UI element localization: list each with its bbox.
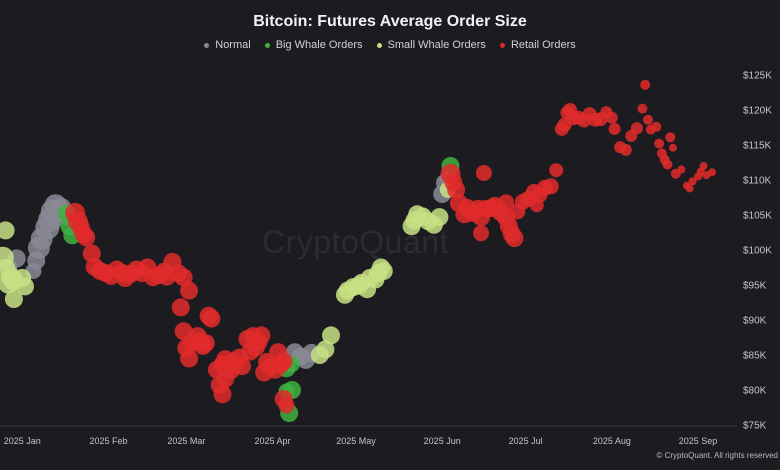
legend-item-normal[interactable]: Normal xyxy=(204,39,251,51)
data-point-retail-orders[interactable] xyxy=(637,103,648,114)
x-tick-label: 2025 Jun xyxy=(424,436,461,446)
legend: Normal Big Whale Orders Small Whale Orde… xyxy=(0,39,780,51)
data-point-retail-orders[interactable] xyxy=(180,349,199,368)
y-tick-label: $105K xyxy=(743,211,772,222)
data-point-retail-orders[interactable] xyxy=(640,79,651,90)
data-point-retail-orders[interactable] xyxy=(654,138,665,149)
data-point-retail-orders[interactable] xyxy=(542,178,559,195)
data-point-retail-orders[interactable] xyxy=(196,334,215,353)
x-tick-label: 2025 Mar xyxy=(167,436,205,446)
legend-item-big-whale[interactable]: Big Whale Orders xyxy=(264,39,363,51)
data-point-retail-orders[interactable] xyxy=(180,281,199,300)
y-tick-label: $110K xyxy=(743,176,772,187)
data-point-retail-orders[interactable] xyxy=(677,165,686,174)
y-tick-label: $125K xyxy=(743,71,772,82)
y-tick-label: $90K xyxy=(743,316,767,327)
data-point-retail-orders[interactable] xyxy=(688,177,697,186)
data-point-retail-orders[interactable] xyxy=(651,121,662,132)
x-tick-label: 2025 Aug xyxy=(593,436,631,446)
data-point-retail-orders[interactable] xyxy=(605,111,618,124)
footer-copyright: © CryptoQuant. All rights reserved xyxy=(656,451,779,460)
data-point-retail-orders[interactable] xyxy=(699,162,708,170)
x-tick-label: 2025 Apr xyxy=(255,436,291,446)
y-tick-label: $95K xyxy=(743,281,767,292)
legend-marker-normal xyxy=(204,42,210,48)
y-axis: $75K $80K $85K $90K $95K $100K $105K $110K $115K… xyxy=(743,71,772,432)
data-point-small-whale-orders[interactable] xyxy=(322,326,340,345)
legend-label-big-whale: Big Whale Orders xyxy=(275,39,363,51)
x-axis: 2025 Jan 2025 Feb 2025 Mar 2025 Apr 2025 May… xyxy=(0,425,737,446)
data-point-retail-orders[interactable] xyxy=(252,326,271,345)
data-point-small-whale-orders[interactable] xyxy=(374,262,393,280)
data-point-retail-orders[interactable] xyxy=(241,342,260,361)
data-point-retail-orders[interactable] xyxy=(269,343,288,362)
series-small-whale-orders xyxy=(0,181,456,364)
data-point-retail-orders[interactable] xyxy=(278,397,295,414)
data-point-retail-orders[interactable] xyxy=(669,143,677,152)
data-point-retail-orders[interactable] xyxy=(529,198,544,213)
legend-marker-big-whale xyxy=(264,42,270,48)
chart-title: Bitcoin: Futures Average Order Size xyxy=(253,13,527,30)
data-point-retail-orders[interactable] xyxy=(475,165,492,181)
data-point-retail-orders[interactable] xyxy=(498,194,515,211)
data-point-retail-orders[interactable] xyxy=(643,114,653,125)
legend-item-small-whale[interactable]: Small Whale Orders xyxy=(376,39,486,51)
data-point-retail-orders[interactable] xyxy=(473,225,490,242)
x-tick-label: 2025 Jan xyxy=(4,436,41,446)
data-point-retail-orders[interactable] xyxy=(171,298,190,317)
x-tick-label: 2025 May xyxy=(336,436,376,446)
points-layer xyxy=(0,79,716,423)
data-point-retail-orders[interactable] xyxy=(505,229,524,248)
data-point-retail-orders[interactable] xyxy=(202,309,221,328)
y-tick-label: $100K xyxy=(743,246,772,257)
series-big-whale-orders xyxy=(57,157,460,423)
data-point-small-whale-orders[interactable] xyxy=(316,340,335,359)
data-point-retail-orders[interactable] xyxy=(224,356,243,375)
data-point-small-whale-orders[interactable] xyxy=(4,290,23,308)
data-point-retail-orders[interactable] xyxy=(213,385,232,404)
data-point-retail-orders[interactable] xyxy=(662,159,673,170)
legend-marker-retail xyxy=(499,42,505,48)
legend-label-retail: Retail Orders xyxy=(510,39,576,51)
data-point-retail-orders[interactable] xyxy=(619,143,632,156)
data-point-retail-orders[interactable] xyxy=(549,163,564,178)
x-tick-label: 2025 Feb xyxy=(89,436,127,446)
legend-label-small-whale: Small Whale Orders xyxy=(387,39,486,51)
y-tick-label: $85K xyxy=(743,351,767,362)
data-point-retail-orders[interactable] xyxy=(77,228,96,247)
data-point-retail-orders[interactable] xyxy=(685,184,694,193)
legend-item-retail[interactable]: Retail Orders xyxy=(499,39,576,51)
y-tick-label: $120K xyxy=(743,106,772,117)
data-point-small-whale-orders[interactable] xyxy=(430,208,449,227)
series-retail-orders xyxy=(65,79,716,414)
data-point-small-whale-orders[interactable] xyxy=(0,221,15,240)
legend-marker-small-whale xyxy=(376,42,382,48)
data-point-retail-orders[interactable] xyxy=(630,122,643,135)
y-tick-label: $75K xyxy=(743,421,767,432)
watermark: CryptoQuant xyxy=(262,224,449,260)
data-point-small-whale-orders[interactable] xyxy=(16,277,34,296)
data-point-retail-orders[interactable] xyxy=(665,132,676,143)
data-point-retail-orders[interactable] xyxy=(708,168,716,177)
x-tick-label: 2025 Sep xyxy=(679,436,718,446)
y-tick-label: $115K xyxy=(743,141,772,152)
x-tick-label: 2025 Jul xyxy=(509,436,543,446)
data-point-retail-orders[interactable] xyxy=(608,122,621,135)
data-point-retail-orders[interactable] xyxy=(216,369,235,388)
legend-label-normal: Normal xyxy=(215,39,251,51)
y-tick-label: $80K xyxy=(743,386,767,397)
